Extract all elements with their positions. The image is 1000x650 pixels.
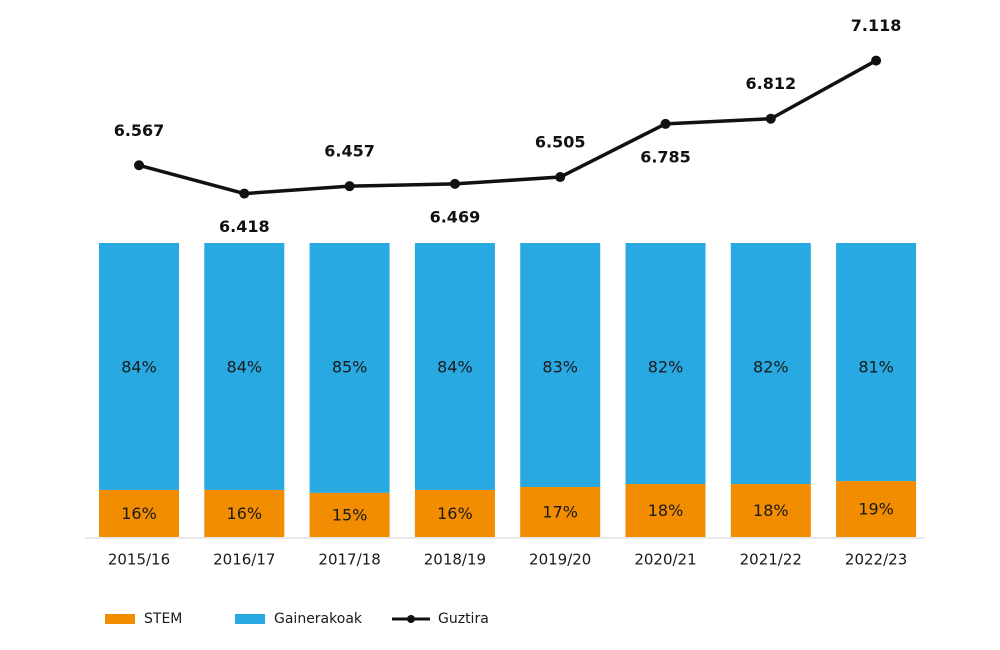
label-gainerakoak-2018-19: 84%	[437, 358, 473, 377]
category-label-2015-16: 2015/16	[108, 551, 170, 569]
category-label-2018-19: 2018/19	[424, 551, 486, 569]
total-point-2022-23	[871, 55, 882, 66]
label-gainerakoak-2021-22: 82%	[753, 358, 789, 377]
legend: STEM Gainerakoak Guztira	[105, 611, 489, 627]
total-label-2020-21: 6.785	[640, 147, 691, 166]
label-gainerakoak-2020-21: 82%	[648, 358, 684, 377]
total-point-2021-22	[765, 113, 776, 124]
label-stem-2015-16: 16%	[121, 504, 157, 523]
bar-gainerakoak-2017-18	[309, 243, 390, 493]
category-label-2016-17: 2016/17	[213, 551, 275, 569]
legend-swatch-stem	[105, 614, 135, 624]
bar-gainerakoak-2015-16	[99, 243, 179, 490]
legend-label-stem: STEM	[144, 611, 182, 627]
bar-stem-2022-23	[836, 481, 917, 537]
label-stem-2020-21: 18%	[648, 501, 684, 520]
total-point-2018-19	[449, 178, 460, 189]
label-gainerakoak-2015-16: 84%	[121, 358, 157, 377]
bar-gainerakoak-2021-22	[730, 243, 811, 485]
bar-gainerakoak-2018-19	[414, 243, 495, 490]
legend-marker-guztira	[407, 615, 415, 623]
bar-gainerakoak-2016-17	[204, 243, 285, 490]
label-stem-2018-19: 16%	[437, 504, 473, 523]
total-label-2018-19: 6.469	[430, 207, 481, 226]
bar-stem-2020-21	[625, 484, 706, 537]
bar-stem-2015-16	[99, 489, 179, 537]
category-label-2021-22: 2021/22	[740, 551, 802, 569]
category-label-2017-18: 2017/18	[318, 551, 380, 569]
label-stem-2022-23: 19%	[858, 500, 894, 519]
total-line-layer: 6.567 6.418 6.457 6.469 6.505 6.785 6.812 7.118	[114, 16, 902, 236]
total-point-2015-16	[134, 160, 144, 171]
total-point-2016-17	[239, 188, 250, 199]
bar-stem-2018-19	[414, 489, 495, 537]
total-label-2017-18: 6.457	[324, 142, 375, 161]
category-label-2019-20: 2019/20	[529, 551, 591, 569]
bar-gainerakoak-2020-21	[625, 243, 706, 485]
total-label-2019-20: 6.505	[535, 133, 586, 152]
total-point-2019-20	[555, 172, 566, 183]
legend-label-guztira: Guztira	[438, 611, 489, 627]
legend-label-gainerakoak: Gainerakoak	[274, 611, 363, 627]
label-gainerakoak-2022-23: 81%	[858, 358, 894, 377]
total-label-2015-16: 6.567	[114, 121, 165, 140]
category-label-2020-21: 2020/21	[634, 551, 696, 569]
bar-stem-2017-18	[309, 492, 390, 537]
total-point-2020-21	[660, 118, 671, 129]
label-stem-2016-17: 16%	[227, 504, 263, 523]
total-label-2022-23: 7.118	[851, 16, 902, 35]
total-label-2021-22: 6.812	[745, 74, 796, 93]
total-point-2017-18	[344, 181, 355, 192]
total-label-2016-17: 6.418	[219, 217, 270, 236]
bar-stem-2019-20	[520, 487, 601, 537]
label-gainerakoak-2019-20: 83%	[542, 358, 578, 377]
legend-swatch-gainerakoak	[235, 614, 265, 624]
total-line	[138, 59, 877, 196]
bars-layer: 84% 16% 84% 16% 85% 15% 84% 16% 83% 17% 82% 18% 82% 1…	[99, 243, 917, 537]
label-stem-2019-20: 17%	[542, 503, 578, 522]
category-label-2022-23: 2022/23	[845, 551, 907, 569]
label-stem-2021-22: 18%	[753, 501, 789, 520]
bar-gainerakoak-2022-23	[836, 243, 917, 482]
label-stem-2017-18: 15%	[332, 505, 368, 524]
category-labels: 2015/16 2016/17 2017/18 2018/19 2019/20 2020/…	[108, 551, 907, 569]
bar-gainerakoak-2019-20	[520, 243, 601, 488]
label-gainerakoak-2016-17: 84%	[227, 358, 263, 377]
bar-stem-2021-22	[730, 484, 811, 537]
label-gainerakoak-2017-18: 85%	[332, 358, 368, 377]
bar-stem-2016-17	[204, 489, 285, 537]
